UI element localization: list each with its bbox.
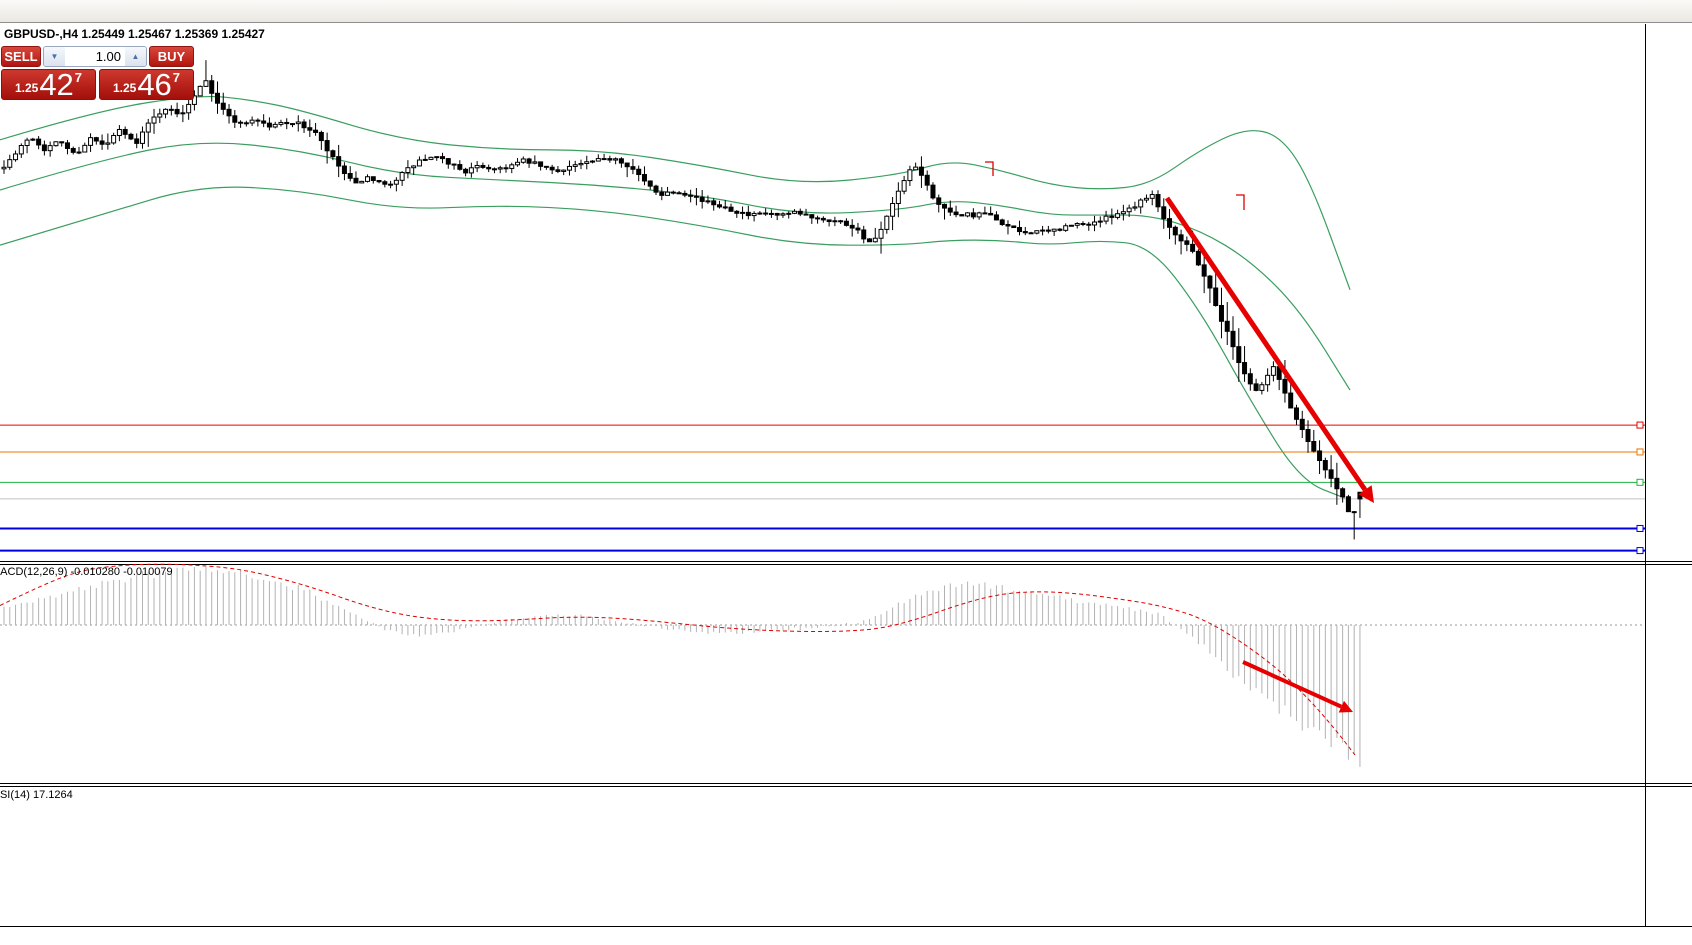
volume-input[interactable] xyxy=(65,47,125,66)
bollinger-bands xyxy=(0,95,1351,499)
candles xyxy=(1,60,1363,540)
sell-price-sup: 7 xyxy=(74,70,83,85)
hline-handle[interactable] xyxy=(1636,547,1644,555)
toolbar xyxy=(0,0,1692,23)
volume-increase-button[interactable]: ▲ xyxy=(125,47,146,66)
sell-price-button[interactable]: 1.25 42 7 xyxy=(1,69,96,100)
buy-price-prefix: 1.25 xyxy=(112,81,137,95)
hline-handle[interactable] xyxy=(1636,478,1644,486)
sell-price-big: 42 xyxy=(39,67,74,102)
panel-borders xyxy=(0,24,1692,927)
bollinger-middle xyxy=(0,142,1351,391)
volume-decrease-button[interactable]: ▼ xyxy=(44,47,65,66)
buy-label: BUY xyxy=(157,49,186,64)
rsi-label: RSI(14) 17.1264 xyxy=(0,789,73,801)
buy-price-big: 46 xyxy=(137,67,172,102)
sell-label: SELL xyxy=(4,49,38,64)
one-click-trade-panel: SELL ▼ ▲ BUY 1.25 42 7 1.25 46 7 xyxy=(1,46,194,100)
chart-annotations[interactable] xyxy=(985,161,1374,503)
hline-handle[interactable] xyxy=(1636,421,1644,429)
volume-stepper: ▼ ▲ xyxy=(43,46,147,67)
sell-price-prefix: 1.25 xyxy=(14,81,39,95)
macd-signal-line xyxy=(0,563,1356,756)
macd-panel xyxy=(0,563,1645,767)
buy-button[interactable]: BUY xyxy=(149,46,194,67)
buy-price-sup: 7 xyxy=(172,70,181,85)
bollinger-upper xyxy=(0,95,1351,290)
hline-handle[interactable] xyxy=(1636,524,1644,532)
bollinger-lower xyxy=(0,186,1346,499)
chart-title: GBPUSD-,H4 1.25449 1.25467 1.25369 1.254… xyxy=(4,27,265,41)
sell-button[interactable]: SELL xyxy=(1,46,41,67)
buy-price-button[interactable]: 1.25 46 7 xyxy=(99,69,194,100)
macd-label: MACD(12,26,9) -0.010280 -0.010079 xyxy=(0,566,173,578)
horizontal-lines xyxy=(0,421,1645,555)
hline-handle[interactable] xyxy=(1636,448,1644,456)
